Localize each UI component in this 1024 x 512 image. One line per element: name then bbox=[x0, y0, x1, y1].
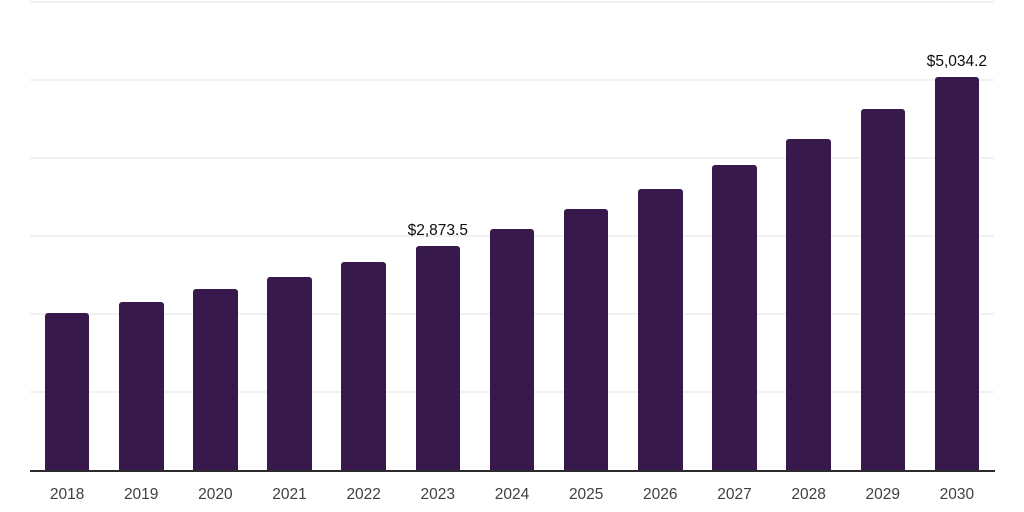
bar-2024 bbox=[489, 229, 535, 470]
data-label-2030: $5,034.2 bbox=[926, 53, 988, 71]
x-tick-label-2020: 2020 bbox=[198, 486, 233, 503]
x-tick-label-2030: 2030 bbox=[939, 486, 975, 503]
bar-2022 bbox=[341, 262, 386, 470]
x-tick-label-2022: 2022 bbox=[346, 486, 381, 503]
bar-2030 bbox=[934, 77, 980, 470]
bar-2025 bbox=[563, 209, 609, 470]
x-tick-label-2021: 2021 bbox=[272, 486, 307, 503]
bar-2018 bbox=[44, 313, 90, 470]
data-label-2023: $2,873.5 bbox=[407, 221, 468, 239]
x-tick-label-2025: 2025 bbox=[568, 486, 604, 503]
gridline-5000 bbox=[30, 79, 994, 81]
x-tick-label-2029: 2029 bbox=[865, 486, 901, 503]
x-axis-line bbox=[30, 470, 995, 472]
bar-2019 bbox=[119, 302, 164, 470]
gridline-6000 bbox=[30, 1, 994, 3]
x-tick-label-2028: 2028 bbox=[791, 486, 826, 503]
gridline-4000 bbox=[30, 157, 994, 159]
x-tick-label-2019: 2019 bbox=[123, 486, 159, 503]
x-tick-label-2018: 2018 bbox=[49, 486, 85, 503]
bar-2026 bbox=[638, 188, 683, 470]
x-tick-label-2024: 2024 bbox=[494, 486, 530, 503]
x-tick-label-2027: 2027 bbox=[717, 486, 752, 503]
bar-2027 bbox=[712, 165, 757, 470]
bar-2028 bbox=[786, 139, 831, 470]
bar-2020 bbox=[193, 289, 238, 470]
x-tick-label-2023: 2023 bbox=[420, 486, 456, 503]
bar-2021 bbox=[267, 276, 312, 470]
bar-2023 bbox=[415, 245, 461, 470]
bar-2029 bbox=[860, 109, 905, 471]
x-tick-label-2026: 2026 bbox=[643, 486, 678, 503]
